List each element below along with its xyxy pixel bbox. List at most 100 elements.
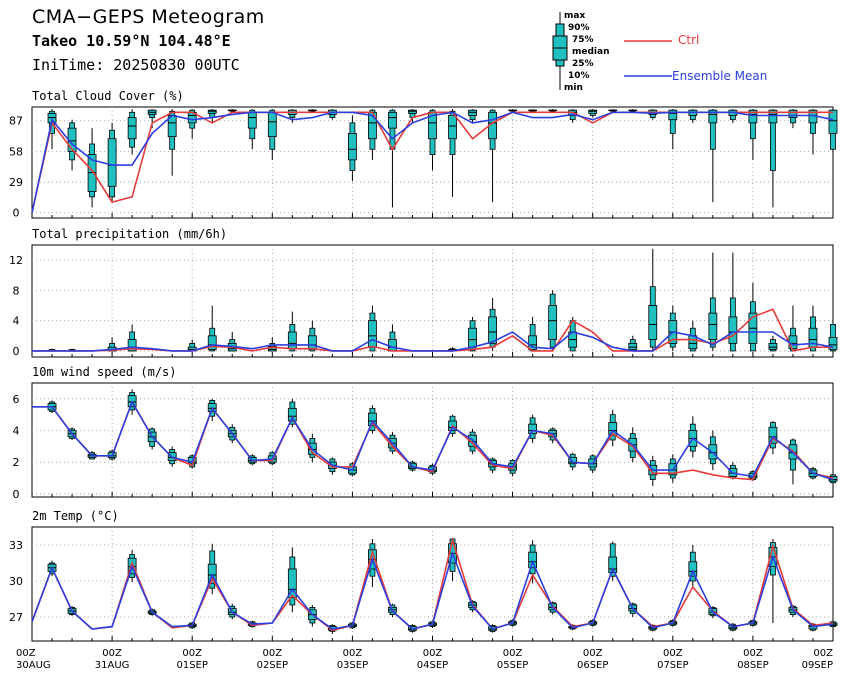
wind-speed-box-inner-13 bbox=[287, 407, 297, 422]
x-tick-time-4: 00Z bbox=[343, 648, 363, 659]
chart-title: CMA−GEPS Meteogram bbox=[32, 6, 265, 28]
temperature-ytick-label-0: 27 bbox=[9, 611, 23, 624]
wind-speed-ytick-label-2: 4 bbox=[13, 425, 20, 438]
precipitation-mean-line bbox=[32, 331, 834, 352]
legend-label-90: 90% bbox=[568, 23, 590, 33]
cloud-cover-box-inner-36 bbox=[748, 109, 758, 124]
precipitation-box-inner-9 bbox=[207, 335, 217, 350]
wind-speed-box-inner-37 bbox=[768, 426, 778, 444]
temperature-mean-line bbox=[31, 550, 834, 630]
x-tick-date-3: 02SEP bbox=[257, 660, 288, 671]
temperature-panel-title: 2m Temp (°C) bbox=[32, 509, 119, 523]
x-tick-time-5: 00Z bbox=[423, 648, 443, 659]
precipitation-ytick-label-2: 8 bbox=[13, 284, 20, 297]
x-tick-date-2: 01SEP bbox=[176, 660, 207, 671]
location-label: Takeo 10.59°N 104.48°E bbox=[32, 32, 231, 50]
x-tick-time-9: 00Z bbox=[743, 648, 763, 659]
cloud-cover-box-inner-12 bbox=[267, 111, 277, 137]
x-tick-date-6: 05SEP bbox=[497, 660, 528, 671]
cloud-cover-box-inner-28 bbox=[588, 109, 598, 114]
cloud-cover-box-inner-4 bbox=[107, 138, 117, 187]
precipitation-ytick-label-0: 0 bbox=[13, 345, 20, 358]
wind-speed-mean-line bbox=[32, 400, 834, 481]
init-time-label: IniTime: 20250830 00UTC bbox=[32, 56, 240, 74]
x-tick-time-10: 00Z bbox=[813, 648, 833, 659]
precipitation-ytick-label-3: 12 bbox=[9, 254, 23, 267]
x-tick-date-4: 03SEP bbox=[337, 660, 368, 671]
legend-box-glyph bbox=[552, 12, 568, 90]
legend-label-10: 10% bbox=[568, 71, 590, 81]
cloud-cover-box-inner-16 bbox=[347, 133, 357, 161]
legend-line-glyphs bbox=[624, 40, 672, 77]
precipitation-box-inner-35 bbox=[728, 316, 738, 344]
cloud-cover-box-inner-22 bbox=[468, 109, 477, 116]
x-tick-time-7: 00Z bbox=[583, 648, 603, 659]
wind-speed-box-inner-27 bbox=[568, 457, 578, 465]
precipitation-box-inner-37 bbox=[768, 342, 778, 350]
x-tick-time-2: 00Z bbox=[182, 648, 202, 659]
precipitation-box-inner-23 bbox=[488, 316, 497, 344]
precipitation-box-inner-13 bbox=[287, 331, 297, 350]
x-tick-time-6: 00Z bbox=[503, 648, 523, 659]
cloud-cover-box-inner-34 bbox=[708, 109, 718, 124]
wind-speed-ytick-label-1: 2 bbox=[13, 456, 20, 469]
cloud-cover-box-inner-3 bbox=[87, 154, 97, 192]
legend: max 90% 75% median 25% 10% min Ctrl Ense… bbox=[548, 8, 848, 94]
wind-speed-box-inner-25 bbox=[528, 423, 538, 435]
precipitation-panel-title: Total precipitation (mm/6h) bbox=[32, 227, 227, 241]
legend-label-75: 75% bbox=[572, 35, 594, 45]
precipitation-box-inner-22 bbox=[468, 327, 477, 348]
x-tick-time-0: 00Z bbox=[16, 648, 36, 659]
precipitation-box-inner-40 bbox=[828, 336, 838, 350]
x-tick-date-9: 08SEP bbox=[737, 660, 768, 671]
legend-label-max: max bbox=[564, 11, 586, 21]
precipitation-box-inner-30 bbox=[628, 342, 638, 350]
precipitation-box-inner-26 bbox=[548, 305, 558, 340]
temperature-box-inner-13 bbox=[287, 568, 297, 599]
x-tick-time-3: 00Z bbox=[263, 648, 283, 659]
x-tick-time-8: 00Z bbox=[663, 648, 683, 659]
legend-ctrl-label: Ctrl bbox=[678, 33, 700, 47]
cloud-cover-box-inner-18 bbox=[388, 111, 397, 129]
wind-speed-box-inner-17 bbox=[368, 412, 377, 427]
cloud-cover-ytick-label-2: 58 bbox=[9, 145, 23, 158]
cloud-cover-ytick-label-1: 29 bbox=[9, 176, 23, 189]
legend-label-min: min bbox=[564, 83, 583, 93]
x-tick-date-7: 06SEP bbox=[577, 660, 608, 671]
cloud-cover-mean-line bbox=[31, 111, 834, 213]
cloud-cover-box-inner-38 bbox=[788, 109, 798, 118]
wind-speed-box-inner-29 bbox=[608, 422, 618, 436]
cloud-cover-box-inner-32 bbox=[668, 109, 678, 121]
x-tick-date-1: 31AUG bbox=[95, 660, 130, 671]
legend-label-25: 25% bbox=[572, 59, 594, 69]
precipitation-box-inner-18 bbox=[388, 339, 397, 352]
precipitation-box-inner-31 bbox=[648, 305, 658, 340]
precipitation-box-inner-14 bbox=[307, 335, 317, 350]
cloud-cover-panel-title: Total Cloud Cover (%) bbox=[32, 89, 184, 103]
x-tick-time-1: 00Z bbox=[102, 648, 122, 659]
cloud-cover-box-inner-19 bbox=[408, 109, 417, 114]
precipitation-box-inner-25 bbox=[528, 335, 538, 350]
wind-speed-ytick-label-0: 0 bbox=[13, 488, 20, 501]
cloud-cover-box-inner-40 bbox=[828, 109, 838, 134]
cloud-cover-ytick-label-3: 87 bbox=[9, 115, 23, 128]
precipitation-box-inner-5 bbox=[127, 339, 137, 352]
cloud-cover-ytick-label-0: 0 bbox=[13, 207, 20, 220]
temperature-ytick-label-1: 30 bbox=[9, 575, 23, 588]
wind-speed-panel-title: 10m wind speed (m/s) bbox=[32, 365, 177, 379]
temperature-ytick-label-2: 33 bbox=[9, 539, 23, 552]
cloud-cover-box-inner-9 bbox=[207, 109, 217, 114]
precipitation-box-inner-17 bbox=[368, 320, 377, 348]
cloud-cover-box-inner-21 bbox=[448, 115, 457, 140]
cloud-cover-box-inner-11 bbox=[247, 111, 257, 129]
temperature-box-inner-33 bbox=[688, 561, 698, 577]
legend-label-median: median bbox=[572, 47, 610, 57]
legend-mean-label: Ensemble Mean bbox=[672, 69, 768, 83]
cloud-cover-box-inner-37 bbox=[768, 109, 778, 124]
x-tick-date-10: 09SEP bbox=[802, 660, 833, 671]
x-tick-date-8: 07SEP bbox=[657, 660, 688, 671]
cloud-cover-box-inner-5 bbox=[127, 117, 137, 140]
precipitation-box-inner-34 bbox=[708, 312, 718, 340]
precipitation-ytick-label-1: 4 bbox=[13, 315, 20, 328]
